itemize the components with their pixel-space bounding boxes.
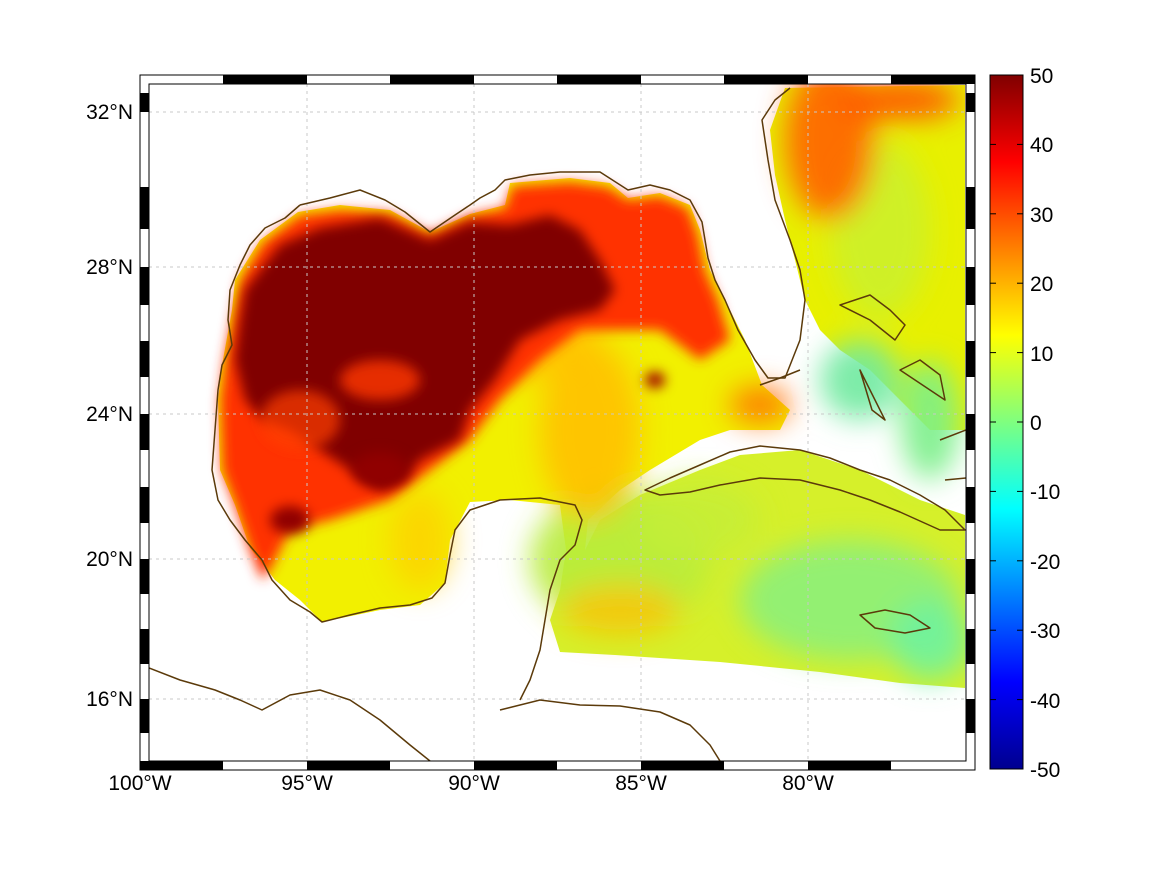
lat-label-16n: 16°N xyxy=(86,688,133,711)
cuba-outline xyxy=(644,445,966,531)
lon-axis-labels: 100°W 95°W 90°W 85°W 80°W xyxy=(108,772,834,795)
colorbar-label-neg50: -50 xyxy=(1030,759,1060,782)
colorbar-label-neg10: -10 xyxy=(1030,481,1060,504)
colorbar-label-50: 50 xyxy=(1030,65,1053,88)
honduras-coast xyxy=(499,699,721,761)
colorbar-label-20: 20 xyxy=(1030,273,1053,296)
colorbar-ticks xyxy=(990,143,1023,701)
coastlines xyxy=(149,87,966,761)
jamaica-outline xyxy=(859,609,931,634)
colorbar-label-neg20: -20 xyxy=(1030,551,1060,574)
lon-label-80w: 80°W xyxy=(782,772,834,795)
lat-axis-labels: 32°N 28°N 24°N 20°N 16°N xyxy=(86,101,133,711)
colorbar-label-neg30: -30 xyxy=(1030,620,1060,643)
gulf-coast xyxy=(299,87,806,379)
colorbar-label-0: 0 xyxy=(1030,412,1042,435)
hispaniola-outline xyxy=(939,429,966,481)
colorbar-label-40: 40 xyxy=(1030,134,1053,157)
keys-outline xyxy=(759,369,801,386)
lat-label-24n: 24°N xyxy=(86,403,133,426)
grid-lines xyxy=(149,84,966,761)
lon-label-90w: 90°W xyxy=(448,772,500,795)
lon-label-85w: 85°W xyxy=(615,772,667,795)
map-frame xyxy=(139,74,976,771)
data-field xyxy=(218,84,966,688)
lat-label-20n: 20°N xyxy=(86,548,133,571)
lat-label-32n: 32°N xyxy=(86,101,133,124)
central-america-coast xyxy=(149,667,431,761)
colorbar-label-30: 30 xyxy=(1030,204,1053,227)
colorbar-label-10: 10 xyxy=(1030,343,1053,366)
lat-label-28n: 28°N xyxy=(86,256,133,279)
lon-label-95w: 95°W xyxy=(281,772,333,795)
mexico-coast xyxy=(211,204,583,701)
lon-label-100w: 100°W xyxy=(108,772,171,795)
bahamas-outline xyxy=(839,294,946,421)
colorbar-label-neg40: -40 xyxy=(1030,690,1060,713)
colorbar: 50 40 30 20 10 0 -10 -20 -30 -40 -50 xyxy=(989,65,1060,782)
